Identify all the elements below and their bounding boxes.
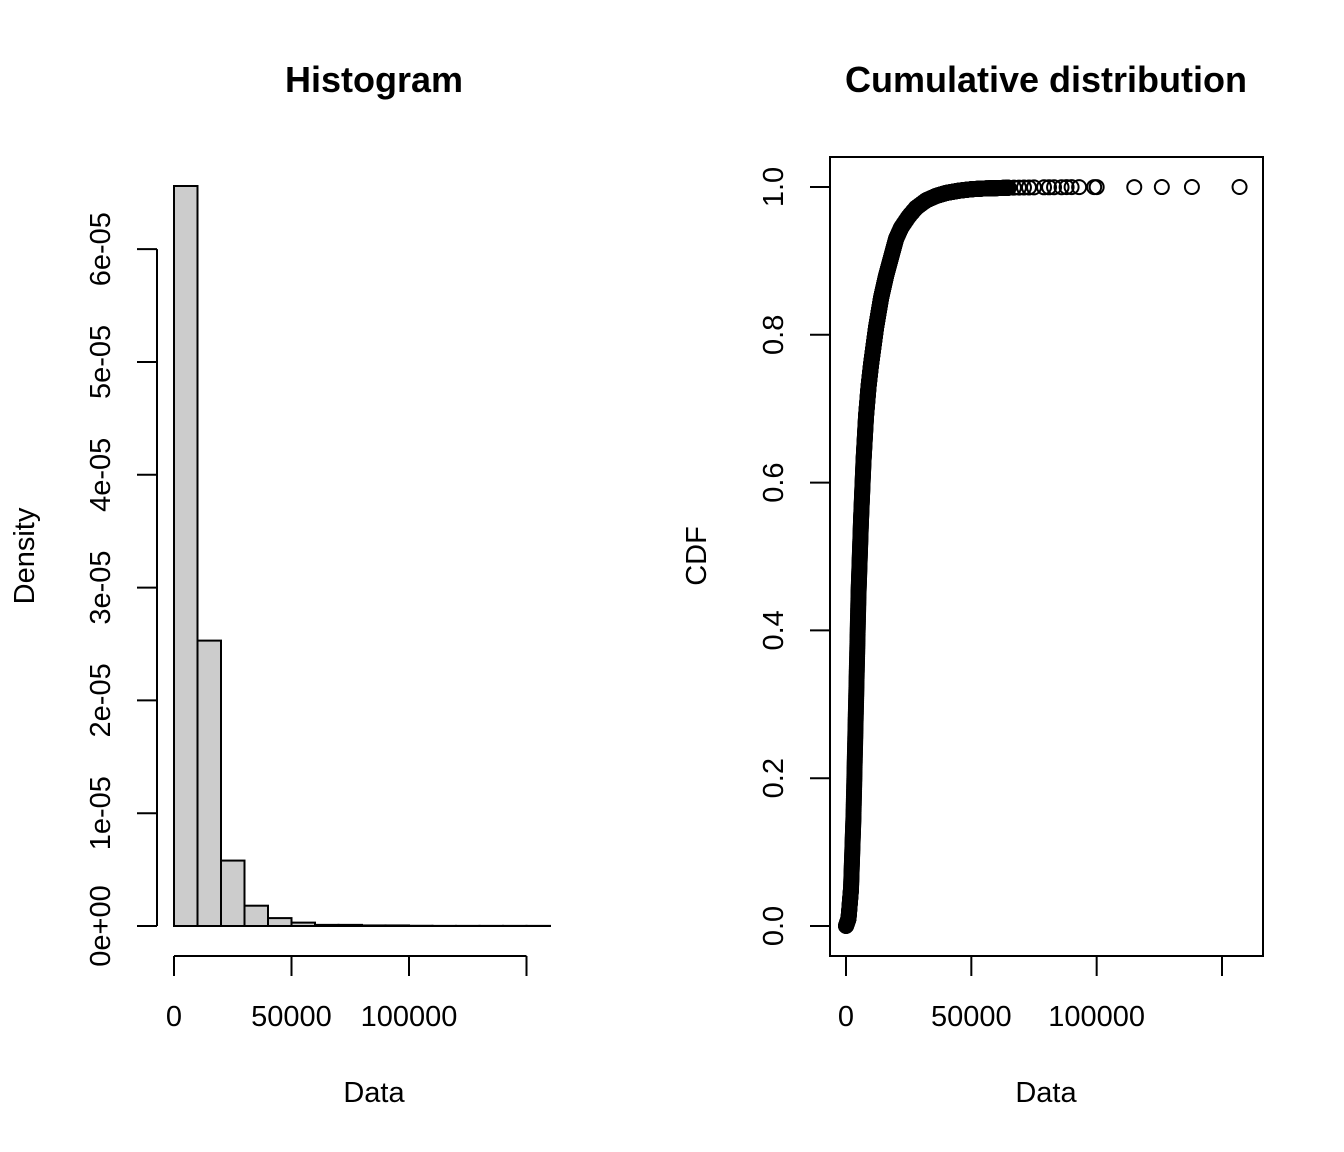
cdf-title: Cumulative distribution	[845, 59, 1247, 100]
histogram-bar	[290, 921, 316, 927]
histogram-y-tick-label: 5e-05	[85, 325, 117, 399]
histogram-bar	[384, 924, 410, 927]
histogram-bar	[220, 859, 246, 928]
cdf-x-axis: 0 50000 100000	[838, 955, 1223, 1033]
cdf-y-tick-label: 0.4	[758, 610, 790, 650]
cdf-point	[1000, 179, 1017, 196]
histogram-y-axis: 0e+00 1e-05 2e-05 3e-05 4e-05 5e-05 6e-05	[85, 212, 158, 967]
histogram-bar	[267, 917, 293, 927]
cdf-point	[1036, 179, 1053, 196]
histogram-y-tick-label: 6e-05	[85, 212, 117, 286]
cdf-point	[1026, 179, 1042, 196]
cdf-point	[1183, 179, 1200, 196]
histogram-x-tick-label: 0	[166, 1001, 182, 1033]
histogram-y-tick-label: 0e+00	[85, 885, 117, 966]
cdf-point	[1071, 179, 1088, 196]
cdf-y-axis: 0.0 0.2 0.4 0.6 0.8 1.0	[758, 167, 831, 946]
cdf-point	[1005, 179, 1022, 196]
histogram-bar	[314, 923, 340, 927]
histogram-bar	[196, 639, 222, 927]
histogram-y-tick-label: 1e-05	[85, 776, 117, 850]
histogram-x-axis: 0 50000 100000	[166, 955, 528, 1033]
histogram-y-tick-label: 2e-05	[85, 663, 117, 737]
histogram-bar	[243, 904, 269, 928]
cdf-point	[1231, 179, 1248, 195]
cdf-x-tick-label: 100000	[1048, 1001, 1145, 1033]
histogram-x-axis-label: Data	[343, 1077, 405, 1109]
cdf-point	[1088, 179, 1105, 196]
histogram-bar	[173, 185, 199, 927]
histogram-bar	[361, 924, 387, 927]
cdf-y-tick-label: 0.8	[758, 315, 790, 355]
histogram-panel: Histogram Data Density 0 50000 100000 0e+0…	[9, 59, 551, 1109]
cdf-y-tick-label: 1.0	[758, 167, 790, 207]
histogram-x-tick-label: 50000	[251, 1001, 332, 1033]
cdf-point	[1153, 179, 1170, 196]
cdf-point	[1046, 179, 1063, 196]
cdf-y-tick-label: 0.2	[758, 758, 790, 798]
cdf-point	[1126, 179, 1143, 196]
cdf-points	[838, 179, 1248, 934]
histogram-bars	[173, 185, 551, 928]
cdf-point	[1053, 179, 1070, 196]
cdf-point	[1015, 179, 1032, 196]
cdf-y-tick-label: 0.6	[758, 462, 790, 502]
histogram-bar	[337, 923, 363, 927]
cdf-x-axis-label: Data	[1015, 1077, 1077, 1109]
cdf-plot-box	[829, 156, 1264, 957]
histogram-title: Histogram	[285, 59, 463, 100]
histogram-y-axis-label: Density	[9, 507, 41, 604]
cdf-panel: Cumulative distribution Data CDF 0 50000 1…	[681, 59, 1264, 1109]
cdf-point	[1058, 179, 1075, 196]
histogram-y-tick-label: 4e-05	[85, 438, 117, 512]
cdf-point	[1041, 179, 1058, 196]
cdf-point	[1010, 179, 1027, 196]
histogram-x-tick-label: 100000	[361, 1001, 458, 1033]
cdf-point	[1063, 179, 1080, 196]
cdf-y-axis-label: CDF	[681, 526, 713, 586]
cdf-x-tick-label: 50000	[931, 1001, 1012, 1033]
cdf-y-tick-label: 0.0	[758, 906, 790, 946]
cdf-x-tick-label: 0	[838, 1001, 854, 1033]
histogram-y-tick-label: 3e-05	[85, 550, 117, 624]
cdf-point	[1020, 179, 1037, 196]
